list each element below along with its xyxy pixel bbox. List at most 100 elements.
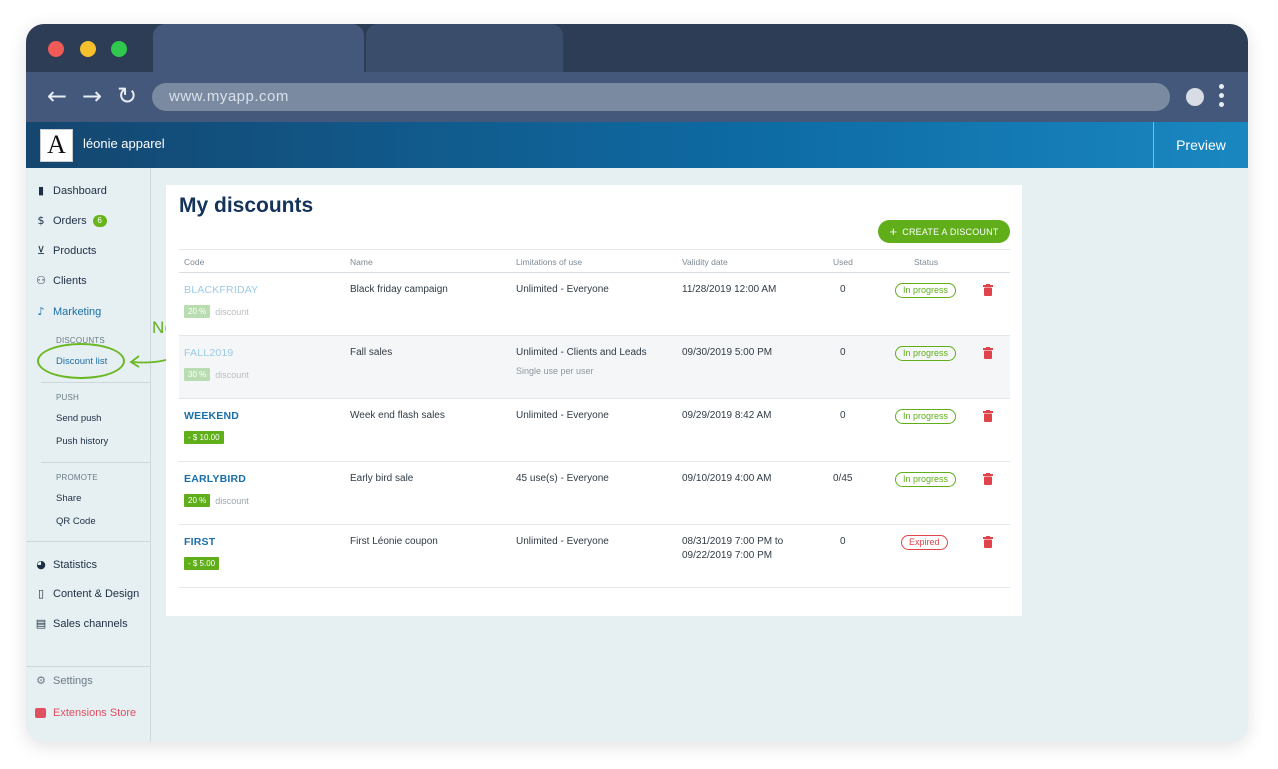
maximize-window-button[interactable] — [111, 41, 127, 57]
forward-arrow-icon[interactable]: → — [81, 82, 103, 110]
sidebar-subitem-qr-code[interactable]: QR Code — [56, 516, 96, 527]
table-row[interactable]: WEEKEND - $ 10.00 Week end flash sales U… — [179, 399, 1010, 462]
preview-button[interactable]: Preview — [1176, 137, 1226, 153]
browser-tab-active[interactable] — [153, 24, 364, 72]
amount-tag: 20 % — [184, 494, 211, 507]
discount-amount: - $ 10.00 — [184, 431, 229, 444]
trash-icon[interactable] — [983, 347, 993, 359]
sidebar-item-clients[interactable]: ⚇ Clients — [35, 272, 87, 290]
sidebar-item-marketing[interactable]: ♪ Marketing — [35, 303, 101, 321]
table-row[interactable]: FALL2019 30 % discount Fall sales Unlimit… — [179, 336, 1010, 399]
sidebar-item-orders[interactable]: $ Orders 6 — [35, 212, 107, 230]
close-window-button[interactable] — [48, 41, 64, 57]
trash-icon[interactable] — [983, 473, 993, 485]
sidebar-item-statistics[interactable]: ◕ Statistics — [35, 556, 97, 574]
table-row[interactable]: EARLYBIRD 20 % discount Early bird sale 4… — [179, 462, 1010, 525]
discount-code[interactable]: FIRST — [184, 536, 216, 548]
sidebar-item-label: Dashboard — [53, 185, 107, 197]
discount-name: Fall sales — [350, 347, 393, 358]
pie-chart-icon: ◕ — [36, 558, 46, 571]
trash-icon[interactable] — [983, 284, 993, 296]
sidebar-subitem-push-history[interactable]: Push history — [56, 436, 109, 447]
profile-icon[interactable] — [1186, 88, 1204, 106]
sidebar-item-dashboard[interactable]: ▮ Dashboard — [35, 182, 107, 200]
discounts-card: My discounts + CREATE A DISCOUNT Code Nam… — [166, 185, 1022, 616]
sidebar-divider — [26, 541, 151, 542]
reload-icon[interactable]: ↻ — [116, 82, 138, 110]
phone-icon: ▯ — [37, 587, 45, 600]
column-header-limitations[interactable]: Limitations of use — [516, 257, 583, 267]
address-bar[interactable]: www.myapp.com — [152, 83, 1170, 111]
sidebar-subitem-send-push[interactable]: Send push — [56, 413, 102, 424]
sidebar-item-label: Orders — [53, 215, 87, 227]
discount-validity: 09/29/2019 8:42 AM — [682, 410, 772, 421]
status-badge: In progress — [895, 409, 957, 424]
column-header-name[interactable]: Name — [350, 257, 373, 267]
sidebar-item-settings[interactable]: ⚙ Settings — [35, 672, 93, 690]
sidebar-divider — [41, 382, 150, 383]
discount-code[interactable]: EARLYBIRD — [184, 473, 247, 485]
discount-validity: 09/10/2019 4:00 AM — [682, 473, 772, 484]
bell-icon: ♪ — [37, 305, 45, 318]
trash-icon[interactable] — [983, 410, 993, 422]
sidebar-item-label: Marketing — [53, 306, 102, 318]
create-discount-button[interactable]: + CREATE A DISCOUNT — [878, 220, 1010, 243]
minimize-window-button[interactable] — [80, 41, 96, 57]
table-row[interactable]: BLACKFRIDAY 20 % discount Black friday ca… — [179, 273, 1010, 336]
browser-tab[interactable] — [366, 24, 563, 72]
browser-tab-strip — [26, 24, 1248, 72]
new-menu-highlight-ellipse — [37, 343, 125, 379]
sidebar: ▮ Dashboard $ Orders 6 ⊻ Products ⚇ Clie… — [26, 168, 151, 742]
column-header-status[interactable]: Status — [914, 257, 939, 267]
discount-code[interactable]: WEEKEND — [184, 410, 240, 422]
discount-name: Black friday campaign — [350, 284, 448, 295]
table-header: Code Name Limitations of use Validity da… — [179, 249, 1010, 273]
plus-icon: + — [889, 224, 898, 239]
discount-limitation: 45 use(s) - Everyone — [516, 473, 609, 484]
page-title: My discounts — [179, 194, 314, 217]
sidebar-item-extensions-store[interactable]: Extensions Store — [35, 704, 136, 722]
column-header-validity[interactable]: Validity date — [682, 257, 728, 267]
sidebar-item-label: Extensions Store — [53, 707, 137, 719]
discount-name: Early bird sale — [350, 473, 414, 484]
amount-tag: 30 % — [184, 368, 211, 381]
sidebar-item-products[interactable]: ⊻ Products — [35, 242, 96, 260]
status-badge: In progress — [895, 346, 957, 361]
push-section-heading: PUSH — [56, 393, 80, 402]
amount-suffix: discount — [215, 369, 249, 380]
cart-icon: ⊻ — [36, 244, 46, 257]
discount-code[interactable]: BLACKFRIDAY — [184, 284, 259, 296]
sidebar-item-label: Products — [53, 245, 97, 257]
status-badge: In progress — [895, 472, 957, 487]
app-header: A léonie apparel Preview — [26, 122, 1248, 168]
discount-code[interactable]: FALL2019 — [184, 347, 234, 359]
column-header-code[interactable]: Code — [184, 257, 205, 267]
discount-used: 0/45 — [833, 473, 853, 484]
discount-amount: 30 % discount — [184, 368, 249, 381]
discount-validity: 08/31/2019 7:00 PM to — [682, 536, 784, 547]
people-icon: ⚇ — [36, 274, 46, 287]
discount-limitation: Unlimited - Everyone — [516, 536, 609, 547]
sidebar-divider — [26, 666, 151, 667]
discount-amount: 20 % discount — [184, 305, 249, 318]
table-row[interactable]: FIRST - $ 5.00 First Léonie coupon Unlim… — [179, 525, 1010, 588]
column-header-used[interactable]: Used — [833, 257, 853, 267]
sidebar-item-content-design[interactable]: ▯ Content & Design — [35, 585, 139, 603]
amount-suffix: discount — [215, 495, 249, 506]
sidebar-item-sales-channels[interactable]: ▤ Sales channels — [35, 615, 128, 633]
discount-name: First Léonie coupon — [350, 536, 438, 547]
discount-limitation: Unlimited - Everyone — [516, 410, 609, 421]
discount-used: 0 — [840, 284, 846, 295]
gear-icon: ⚙ — [36, 674, 46, 687]
discount-used: 0 — [840, 536, 846, 547]
dollar-icon: $ — [37, 214, 45, 227]
discount-used: 0 — [840, 410, 846, 421]
kebab-menu-icon[interactable] — [1218, 84, 1226, 110]
discount-limitation: Unlimited - Everyone — [516, 284, 609, 295]
trash-icon[interactable] — [983, 536, 993, 548]
brand-name: léonie apparel — [83, 136, 165, 151]
sidebar-item-label: Clients — [53, 275, 87, 287]
sidebar-subitem-share[interactable]: Share — [56, 493, 82, 504]
back-arrow-icon[interactable]: ← — [46, 82, 68, 110]
discount-validity-end: 09/22/2019 7:00 PM — [682, 550, 773, 561]
